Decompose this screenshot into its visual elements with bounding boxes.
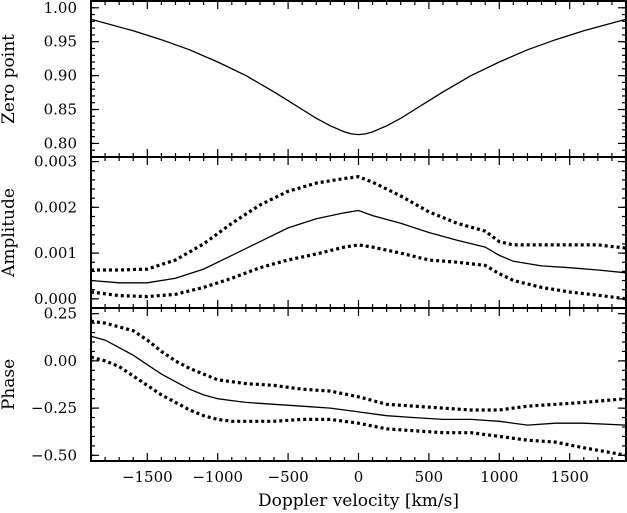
series-line	[90, 18, 627, 136]
plot-frame	[90, 0, 627, 158]
series-bound-line	[90, 355, 627, 457]
x-tick-label: −1000	[192, 468, 243, 486]
y-tick-label: 0.85	[44, 101, 77, 119]
plot-frame	[90, 307, 627, 462]
y-tick-label: 0.002	[34, 198, 77, 216]
y-axis-label: Amplitude	[0, 188, 19, 278]
panel-2: 0.000 0.001 0.002 0.003 Amplitude	[0, 153, 627, 309]
series-line	[90, 209, 627, 284]
y-tick-label: 0.95	[44, 33, 77, 51]
x-axis-label: Doppler velocity [km/s]	[258, 491, 459, 511]
plot-frame	[90, 156, 627, 309]
y-tick-label: −0.25	[31, 399, 77, 417]
series-bound-line	[90, 243, 627, 301]
x-tick-label: 1000	[480, 468, 518, 486]
series-bound-line	[90, 319, 627, 412]
series-bound-line	[91, 175, 627, 272]
x-tick-label: 1500	[551, 468, 589, 486]
y-tick-label: −0.50	[31, 446, 77, 464]
y-tick-label: 0.80	[44, 134, 77, 152]
y-tick-label: 0.001	[34, 244, 77, 262]
y-tick-label: 0.90	[44, 67, 77, 85]
panel-1: 0.80 0.85 0.90 0.95 1.00 Zero point	[0, 0, 627, 158]
y-tick-label: 0.003	[34, 153, 77, 171]
series-line	[90, 335, 627, 426]
y-axis-label: Phase	[0, 359, 19, 410]
x-tick-label: −1500	[122, 468, 173, 486]
y-axis-label: Zero point	[0, 34, 19, 124]
y-tick-label: 0.000	[34, 290, 77, 308]
y-tick-label: 1.00	[44, 0, 77, 17]
x-tick-label: 500	[415, 468, 444, 486]
x-tick-label: 0	[354, 468, 364, 486]
x-tick-label: −500	[268, 468, 309, 486]
panel-3: −0.50 −0.25 0.00 0.25 Phase −1500 −1000 −500 0 50…	[0, 305, 627, 511]
y-tick-label: 0.25	[44, 305, 77, 323]
y-tick-label: 0.00	[44, 352, 77, 370]
